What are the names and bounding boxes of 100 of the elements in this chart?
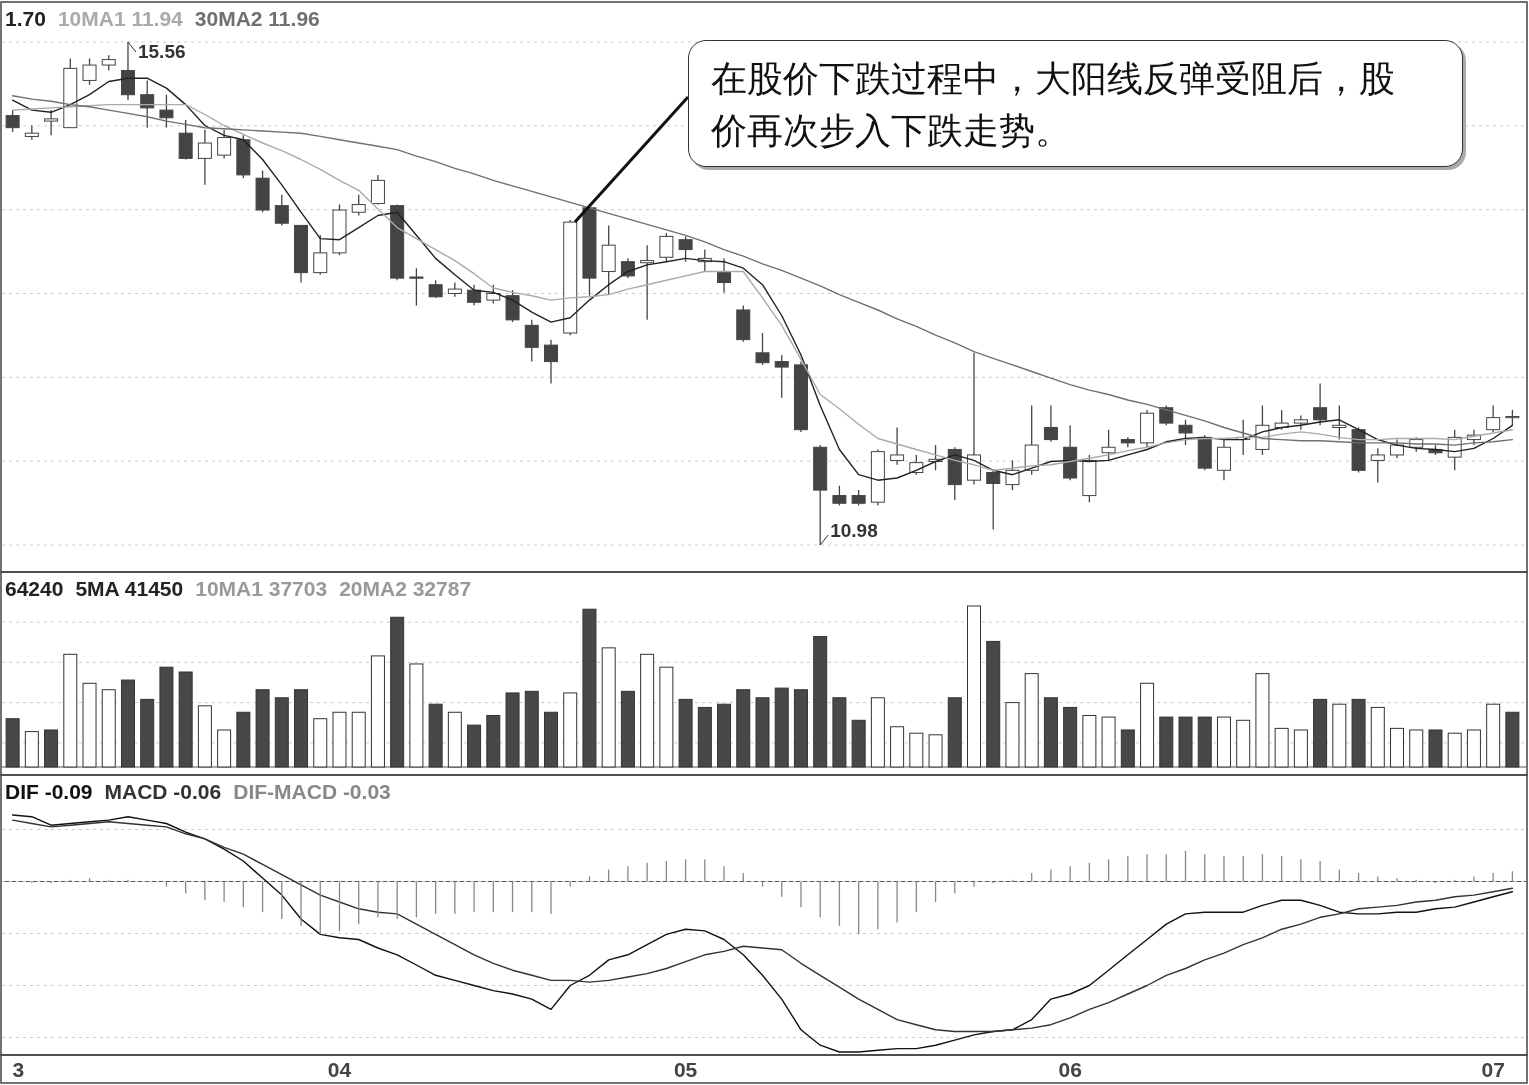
text: 20MA2 32787 — [339, 577, 472, 600]
candlestick — [274, 194, 289, 227]
text: 5MA 41450 — [75, 577, 184, 600]
candlestick — [486, 284, 501, 305]
bar — [428, 703, 443, 768]
candlestick — [217, 129, 232, 160]
bar — [486, 714, 501, 768]
text: DIF-MACD -0.03 — [233, 780, 391, 803]
bar — [736, 689, 751, 768]
bar — [82, 682, 97, 768]
candlestick — [467, 284, 482, 307]
bar — [678, 698, 693, 768]
bar — [928, 734, 943, 768]
text: 30MA2 11.96 — [194, 7, 320, 30]
bar — [1255, 673, 1270, 768]
text: 64240 — [5, 577, 64, 600]
series-label: DIF -0.09 — [5, 780, 93, 803]
bar — [1063, 706, 1078, 768]
x-tick-label: 06 — [1058, 1058, 1082, 1081]
bar — [120, 679, 135, 768]
bar — [813, 636, 828, 768]
bar — [1409, 729, 1424, 768]
bar — [1505, 711, 1520, 768]
candlestick — [1005, 459, 1020, 491]
bar — [890, 726, 905, 768]
bar — [1293, 729, 1308, 768]
bar — [44, 729, 59, 768]
bar — [1024, 673, 1039, 768]
candlestick — [44, 109, 59, 136]
bar — [524, 690, 539, 768]
bar — [640, 653, 655, 768]
bar — [909, 732, 924, 768]
candlestick — [659, 232, 674, 263]
bar — [1159, 716, 1174, 768]
bar — [1313, 698, 1328, 768]
bar — [447, 711, 462, 768]
bar — [24, 731, 39, 768]
bar — [159, 666, 174, 768]
bar — [793, 689, 808, 768]
x-tick-label: 3 — [12, 1058, 25, 1081]
bar — [1466, 729, 1481, 768]
bar — [390, 616, 405, 768]
candlestick — [890, 426, 905, 466]
bar — [332, 711, 347, 768]
candlestick — [755, 332, 770, 366]
bar — [178, 671, 193, 768]
candlestick — [717, 257, 732, 294]
bar — [563, 692, 578, 768]
candlestick — [197, 129, 212, 186]
candlestick — [1332, 404, 1347, 441]
bar — [1216, 716, 1231, 768]
candlestick — [832, 485, 847, 507]
candlestick — [1159, 404, 1174, 426]
candlestick — [1101, 429, 1116, 462]
bar — [351, 711, 366, 768]
bar — [236, 711, 251, 768]
bar — [1043, 697, 1058, 768]
candlestick — [1486, 404, 1501, 433]
candlestick — [774, 354, 789, 399]
candlestick — [351, 194, 366, 217]
bar — [620, 690, 635, 768]
annotation: 10.98 — [830, 520, 878, 541]
bar — [755, 697, 770, 768]
text: 10MA1 37703 — [195, 577, 328, 600]
bar — [870, 697, 885, 768]
bar — [1120, 729, 1135, 768]
bar — [217, 729, 232, 768]
bar — [967, 605, 982, 768]
candlestick — [1178, 419, 1193, 446]
annotation: 在股价下跌过程中，大阳线反弹受阻后，股价再次步入下跌走势。 — [711, 58, 1396, 153]
bar — [774, 687, 789, 768]
x-tick-label: 07 — [1481, 1058, 1505, 1081]
bar — [1005, 702, 1020, 768]
candlestick — [313, 234, 328, 276]
bar — [697, 706, 712, 768]
bar — [140, 698, 155, 768]
bar — [1274, 727, 1289, 768]
bar — [1178, 716, 1193, 768]
candlestick — [1370, 447, 1385, 484]
candlestick — [140, 79, 155, 129]
bar — [1428, 729, 1443, 768]
bar — [601, 647, 616, 768]
bar — [986, 640, 1001, 768]
bar — [1082, 714, 1097, 768]
bar — [947, 697, 962, 768]
candlestick — [678, 235, 693, 263]
bar — [717, 703, 732, 768]
text: 1.70 — [5, 7, 46, 30]
bar — [467, 724, 482, 768]
text: 10MA1 11.94 — [57, 7, 184, 30]
candlestick — [640, 244, 655, 321]
bar — [543, 711, 558, 768]
bar — [101, 689, 116, 768]
bar — [1447, 732, 1462, 768]
candlestick — [159, 94, 174, 129]
x-tick-label: 04 — [327, 1058, 352, 1081]
bar — [1101, 716, 1116, 768]
bar — [294, 689, 309, 768]
candlestick — [1216, 438, 1231, 481]
bar — [1197, 716, 1212, 768]
